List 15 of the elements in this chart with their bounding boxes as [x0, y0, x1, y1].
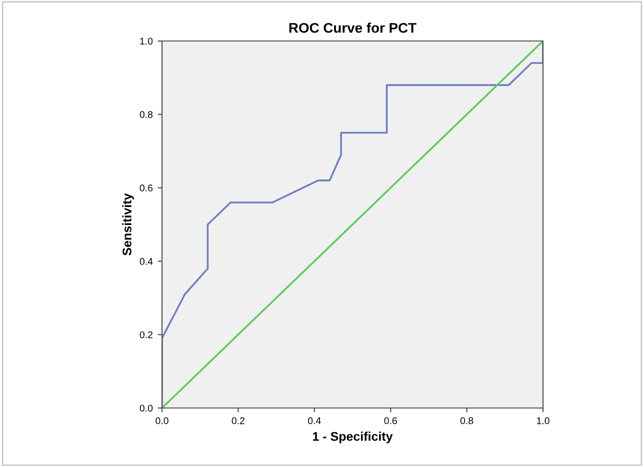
x-tick-label: 0.2: [232, 417, 244, 424]
x-axis-title: 1 - Specificity: [313, 432, 393, 444]
y-tick-label: 1.0: [140, 38, 153, 45]
y-tick-label: 0.0: [140, 404, 153, 412]
y-tick-label: 0.8: [140, 111, 153, 118]
x-tick-label: 0.0: [156, 417, 168, 424]
y-tick-label: 0.4: [140, 258, 153, 265]
y-tick-label: 0.2: [140, 331, 152, 338]
x-tick-label: 0.8: [460, 417, 474, 424]
y-axis-title: Sensitivity: [122, 193, 134, 256]
x-tick-label: 0.6: [384, 417, 397, 424]
x-tick-label: 0.4: [308, 417, 321, 424]
y-tick-label: 0.6: [140, 184, 153, 192]
x-tick-label: 1.0: [536, 417, 550, 424]
chart-title: ROC Curve for PCT: [289, 22, 416, 33]
